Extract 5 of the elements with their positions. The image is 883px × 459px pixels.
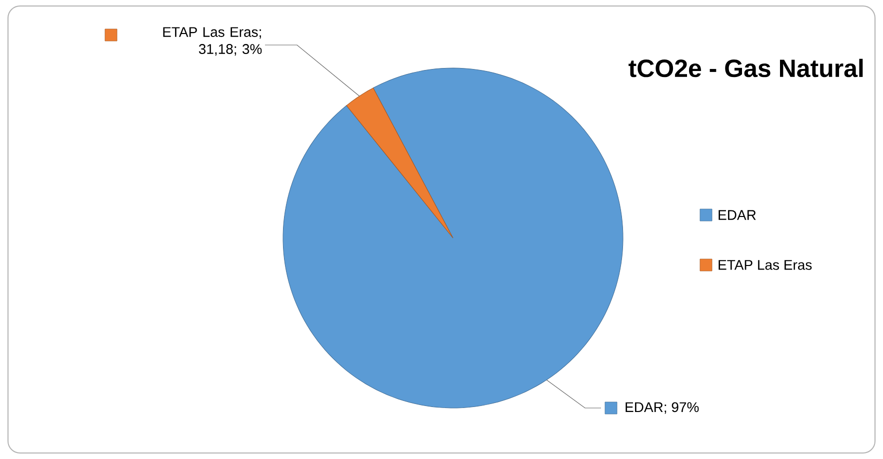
text: tCO2e - Gas Natural <box>628 58 863 78</box>
data-label: EDAR; 97% <box>626 402 699 414</box>
legend-label: EDAR <box>718 210 756 220</box>
data-label: ETAP Las Eras; 31,18; 3% <box>163 27 262 56</box>
legend-label: ETAP Las Eras <box>718 260 812 270</box>
